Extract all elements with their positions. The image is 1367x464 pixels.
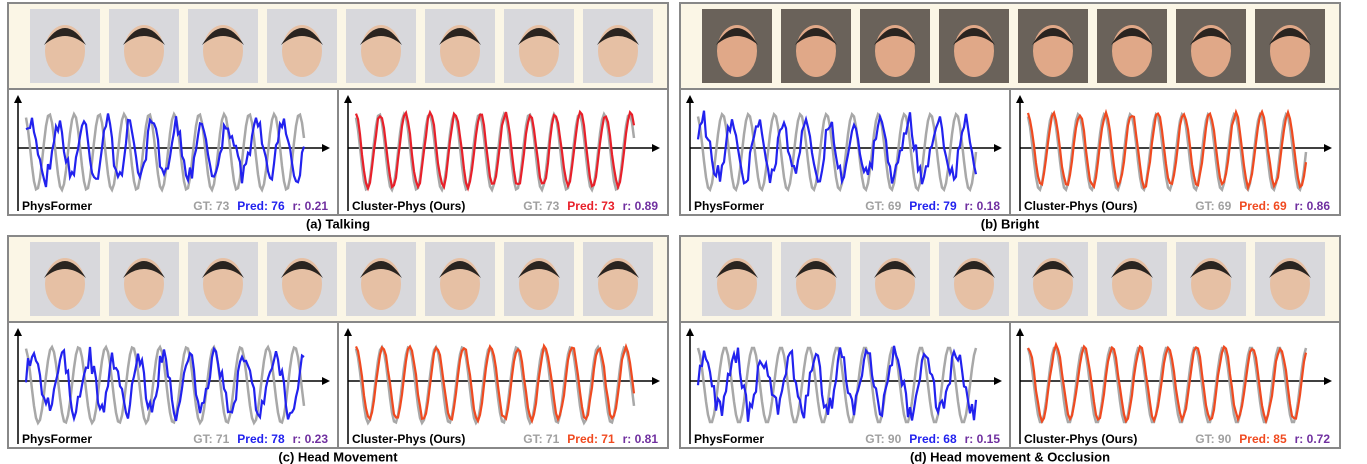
pred-signal — [1028, 112, 1306, 188]
gt-value: GT: 73 — [523, 199, 559, 213]
r-value: r: 0.21 — [293, 199, 329, 213]
r-value: r: 0.72 — [1295, 432, 1331, 446]
method-name: Cluster-Phys (Ours) — [1024, 432, 1137, 446]
panel-caption: (a) Talking — [306, 216, 370, 231]
arrow — [14, 328, 22, 336]
pred-value: Pred: 79 — [909, 199, 957, 213]
arrow — [686, 95, 694, 103]
arrow — [1324, 377, 1332, 385]
arrow — [344, 95, 352, 103]
pred-signal — [698, 346, 976, 422]
pred-value: Pred: 78 — [237, 432, 285, 446]
gt-value: GT: 71 — [523, 432, 559, 446]
gt-value: GT: 69 — [1195, 199, 1231, 213]
method-name: Cluster-Phys (Ours) — [352, 199, 465, 213]
gt-value: GT: 73 — [193, 199, 229, 213]
r-value: r: 0.23 — [293, 432, 329, 446]
method-name: PhysFormer — [22, 199, 92, 213]
arrow — [652, 144, 660, 152]
pred-value: Pred: 73 — [567, 199, 615, 213]
r-value: r: 0.86 — [1295, 199, 1331, 213]
pred-value: Pred: 71 — [567, 432, 615, 446]
arrow — [1016, 95, 1024, 103]
arrow — [1016, 328, 1024, 336]
method-name: Cluster-Phys (Ours) — [352, 432, 465, 446]
pred-value: Pred: 85 — [1239, 432, 1287, 446]
pred-value: Pred: 68 — [909, 432, 957, 446]
r-value: r: 0.89 — [623, 199, 659, 213]
arrow — [652, 377, 660, 385]
arrow — [322, 377, 330, 385]
arrow — [1324, 144, 1332, 152]
arrow — [322, 144, 330, 152]
gt-value: GT: 71 — [193, 432, 229, 446]
panel-caption: (c) Head Movement — [278, 449, 398, 464]
panel-caption: (d) Head movement & Occlusion — [910, 449, 1110, 464]
method-name: Cluster-Phys (Ours) — [1024, 199, 1137, 213]
gt-value: GT: 90 — [865, 432, 901, 446]
figure: PhysFormer r: 0.21 Pred: 76 GT: 73 Cluster-P… — [0, 0, 1367, 464]
pred-value: Pred: 76 — [237, 199, 285, 213]
method-name: PhysFormer — [694, 432, 764, 446]
r-value: r: 0.15 — [965, 432, 1001, 446]
gt-value: GT: 69 — [865, 199, 901, 213]
arrow — [686, 328, 694, 336]
r-value: r: 0.18 — [965, 199, 1001, 213]
pred-value: Pred: 69 — [1239, 199, 1287, 213]
gt-signal — [698, 114, 976, 189]
method-name: PhysFormer — [22, 432, 92, 446]
arrow — [994, 377, 1002, 385]
r-value: r: 0.81 — [623, 432, 659, 446]
arrow — [14, 95, 22, 103]
arrow — [344, 328, 352, 336]
arrow — [994, 144, 1002, 152]
panel-caption: (b) Bright — [981, 216, 1040, 231]
method-name: PhysFormer — [694, 199, 764, 213]
pred-signal — [1028, 345, 1306, 422]
gt-signal — [26, 114, 304, 190]
gt-value: GT: 90 — [1195, 432, 1231, 446]
